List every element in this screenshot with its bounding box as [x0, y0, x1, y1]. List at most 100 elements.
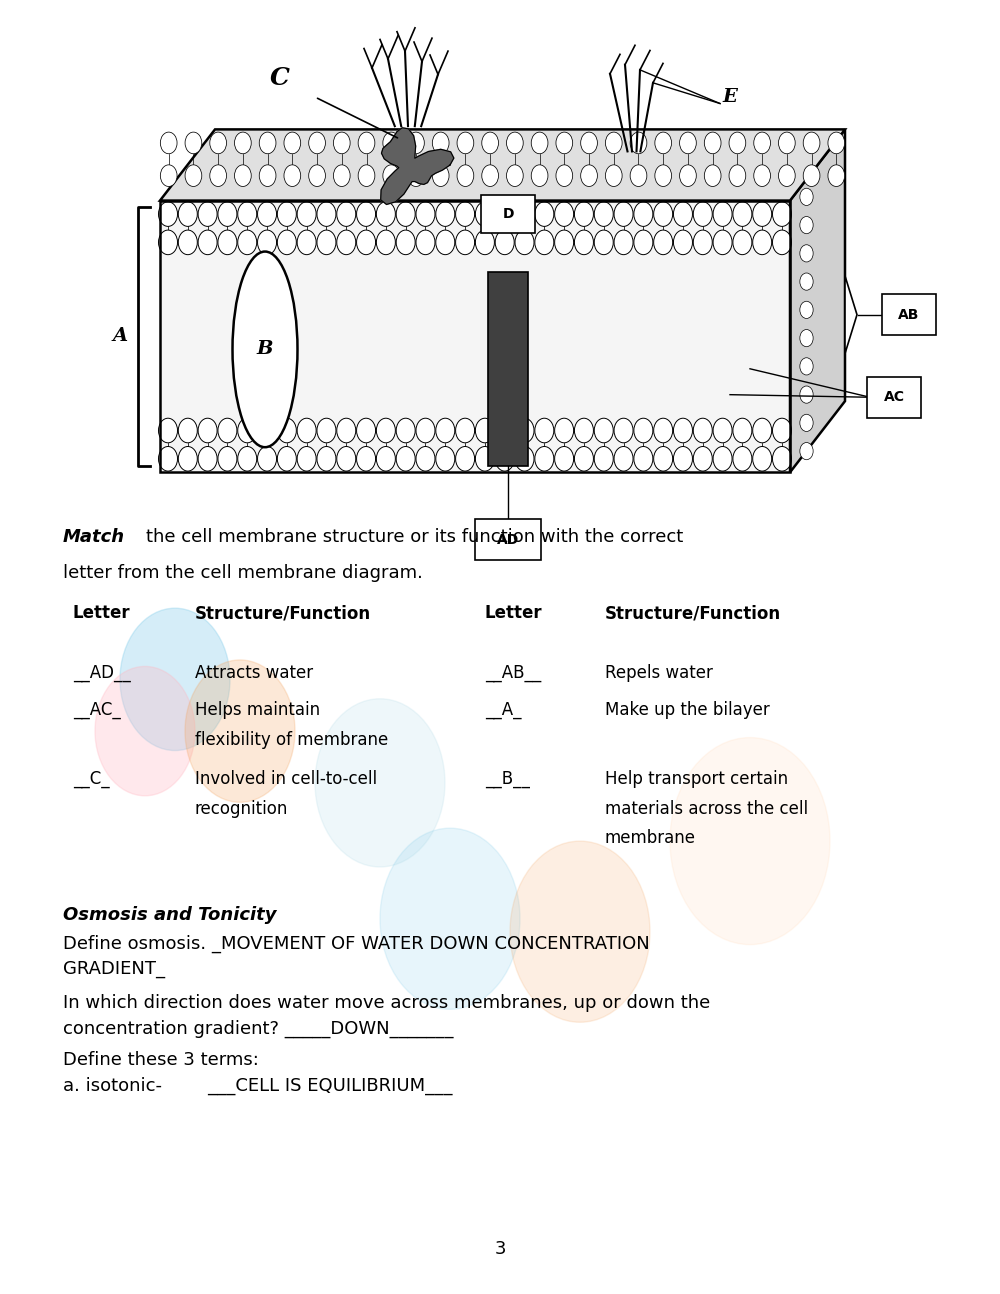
Circle shape [258, 446, 277, 471]
Circle shape [507, 164, 523, 186]
Circle shape [317, 230, 336, 255]
Circle shape [594, 446, 613, 471]
Circle shape [733, 446, 752, 471]
Circle shape [408, 132, 424, 154]
Circle shape [158, 230, 178, 255]
Circle shape [475, 202, 494, 226]
Text: Help transport certain: Help transport certain [605, 770, 788, 788]
Circle shape [655, 164, 672, 186]
Circle shape [456, 230, 475, 255]
Circle shape [800, 245, 813, 261]
Circle shape [515, 418, 534, 443]
Ellipse shape [232, 251, 298, 448]
Circle shape [457, 132, 474, 154]
Circle shape [218, 418, 237, 443]
Circle shape [475, 418, 494, 443]
Circle shape [800, 357, 813, 375]
Circle shape [436, 202, 455, 226]
Polygon shape [845, 276, 857, 353]
Circle shape [238, 446, 257, 471]
Text: D: D [502, 207, 514, 220]
Circle shape [704, 164, 721, 186]
Circle shape [800, 443, 813, 459]
Circle shape [376, 418, 395, 443]
Circle shape [158, 202, 178, 226]
Circle shape [358, 132, 375, 154]
Circle shape [436, 446, 455, 471]
Circle shape [753, 446, 772, 471]
Circle shape [297, 202, 316, 226]
Circle shape [357, 418, 376, 443]
Bar [488, 272, 528, 466]
Circle shape [733, 230, 752, 255]
Circle shape [614, 446, 633, 471]
Circle shape [556, 164, 573, 186]
Text: AD: AD [497, 533, 519, 546]
Text: Match: Match [63, 528, 125, 546]
Text: AB: AB [898, 308, 920, 322]
Circle shape [258, 202, 277, 226]
Circle shape [277, 446, 296, 471]
Circle shape [556, 132, 573, 154]
Text: Letter: Letter [73, 604, 131, 622]
Circle shape [515, 230, 534, 255]
Circle shape [357, 230, 376, 255]
Circle shape [673, 202, 692, 226]
Text: __AB__: __AB__ [485, 664, 541, 682]
Circle shape [753, 230, 772, 255]
Circle shape [803, 132, 820, 154]
Text: __B__: __B__ [485, 770, 530, 788]
Text: GRADIENT_: GRADIENT_ [63, 960, 165, 978]
Text: Structure/Function: Structure/Function [195, 604, 371, 622]
Text: Letter: Letter [485, 604, 543, 622]
Circle shape [778, 164, 795, 186]
Circle shape [357, 446, 376, 471]
Circle shape [507, 132, 523, 154]
Text: a. isotonic-        ___CELL IS EQUILIBRIUM___: a. isotonic- ___CELL IS EQUILIBRIUM___ [63, 1077, 452, 1095]
Circle shape [594, 418, 613, 443]
Circle shape [800, 302, 813, 318]
Circle shape [495, 202, 514, 226]
Text: Define these 3 terms:: Define these 3 terms: [63, 1051, 259, 1069]
Circle shape [574, 202, 593, 226]
Circle shape [235, 132, 251, 154]
Circle shape [555, 446, 574, 471]
Circle shape [713, 202, 732, 226]
Circle shape [475, 446, 494, 471]
Circle shape [396, 230, 415, 255]
Circle shape [317, 202, 336, 226]
Circle shape [396, 446, 415, 471]
Text: materials across the cell: materials across the cell [605, 800, 808, 818]
Circle shape [605, 132, 622, 154]
Circle shape [120, 608, 230, 751]
Circle shape [670, 738, 830, 945]
Circle shape [495, 418, 514, 443]
Circle shape [654, 446, 673, 471]
Circle shape [218, 446, 237, 471]
Circle shape [198, 202, 217, 226]
Circle shape [754, 164, 770, 186]
Circle shape [456, 446, 475, 471]
Circle shape [495, 446, 514, 471]
Bar [160, 201, 790, 472]
Circle shape [277, 202, 296, 226]
Circle shape [185, 164, 202, 186]
Circle shape [614, 418, 633, 443]
Circle shape [376, 202, 395, 226]
Circle shape [238, 230, 257, 255]
Circle shape [416, 418, 435, 443]
Circle shape [693, 230, 712, 255]
Circle shape [482, 164, 498, 186]
Circle shape [772, 418, 792, 443]
Circle shape [258, 230, 277, 255]
Circle shape [333, 132, 350, 154]
Circle shape [337, 418, 356, 443]
Circle shape [828, 164, 845, 186]
Circle shape [309, 164, 325, 186]
FancyBboxPatch shape [867, 377, 921, 418]
Circle shape [160, 164, 177, 186]
Circle shape [297, 446, 316, 471]
Circle shape [654, 230, 673, 255]
Circle shape [178, 230, 197, 255]
Circle shape [693, 418, 712, 443]
